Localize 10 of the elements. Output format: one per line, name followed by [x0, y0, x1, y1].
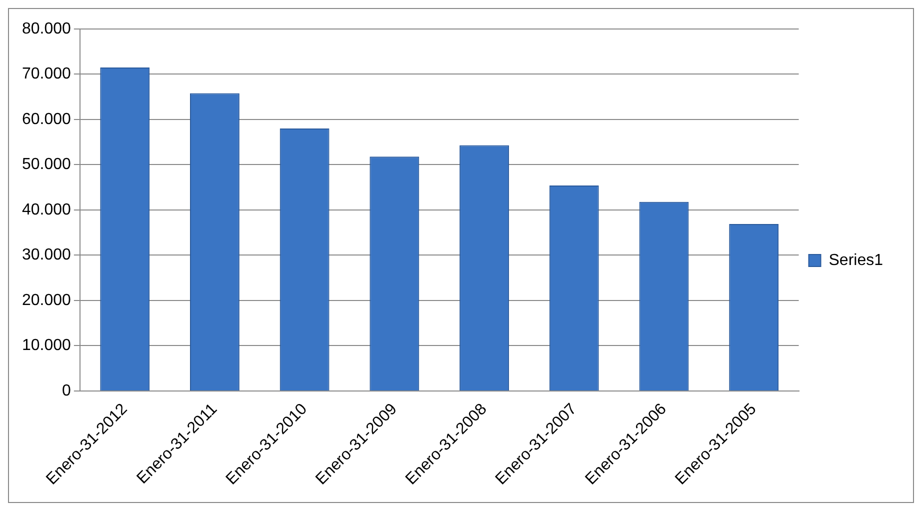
- legend-label: Series1: [828, 252, 884, 269]
- y-tick-label: 60.000: [22, 110, 72, 128]
- y-tick-label: 20.000: [22, 292, 72, 309]
- y-tick-label: 30.000: [22, 246, 72, 264]
- y-tick-label: 40.000: [22, 201, 72, 218]
- y-tick-label: 80.000: [22, 20, 72, 38]
- y-tick-label: 70.000: [22, 66, 72, 83]
- y-tick-label: 50.000: [22, 156, 72, 174]
- y-tick-label: 0: [62, 382, 72, 400]
- y-tick-label: 10.000: [22, 337, 72, 354]
